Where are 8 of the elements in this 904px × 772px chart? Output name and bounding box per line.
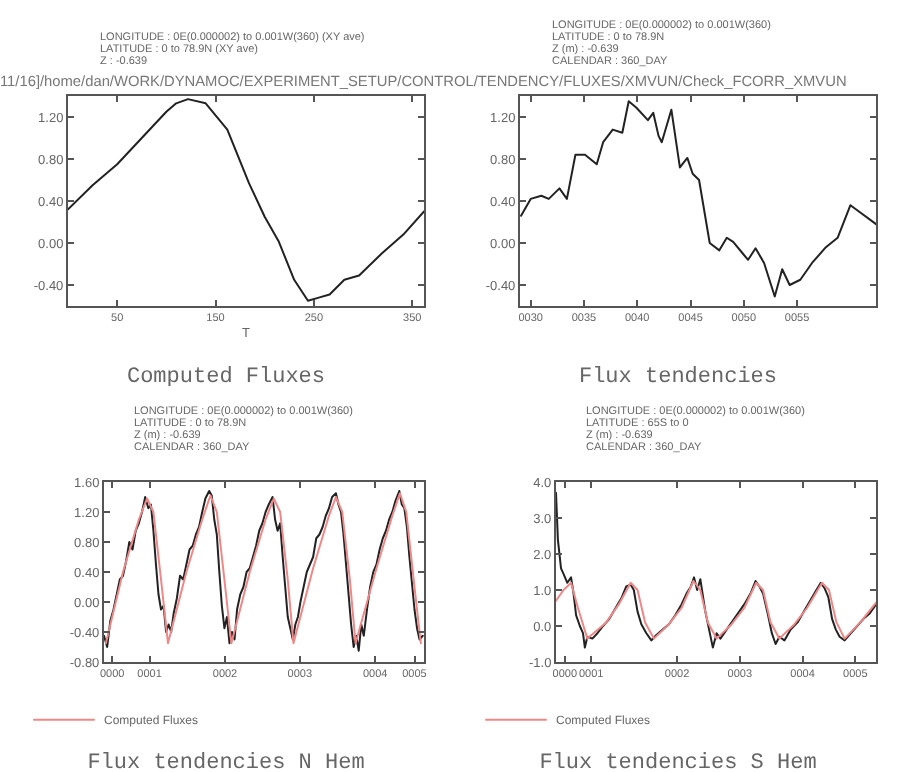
line-series (68, 98, 424, 302)
text: Computed Fluxes (126, 366, 326, 391)
line-series (556, 580, 876, 640)
text: Flux tendencies (578, 366, 778, 391)
line-series (556, 491, 876, 649)
line-series (520, 100, 876, 298)
text: Flux tendencies S Hem (539, 752, 818, 772)
text: Flux tendencies N Hem (87, 752, 366, 772)
